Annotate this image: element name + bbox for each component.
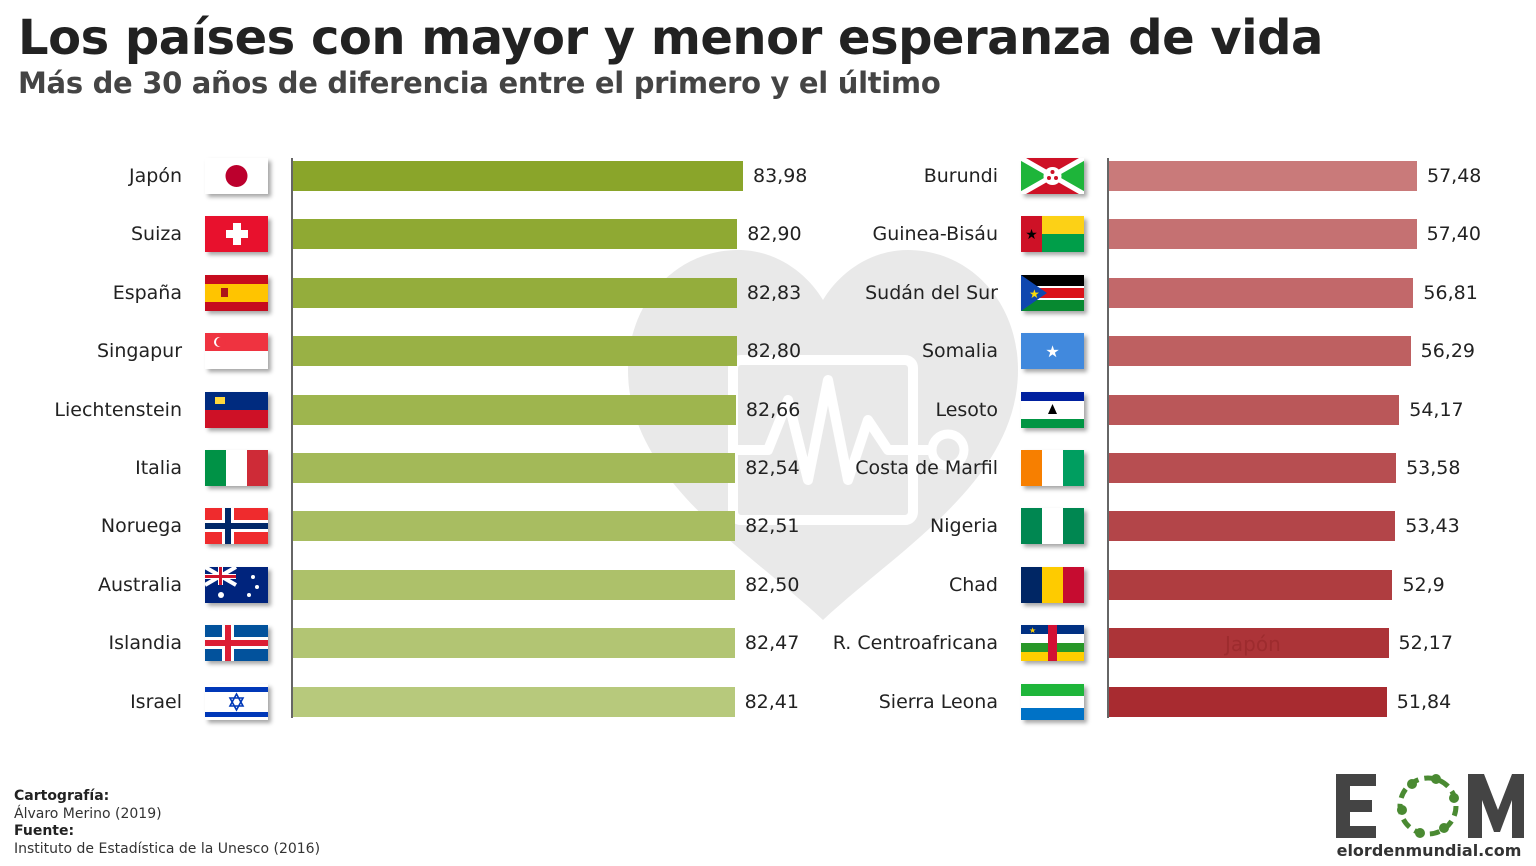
category-label-noruega: Noruega	[100, 515, 182, 538]
data-label-suiza: 82,90	[747, 223, 802, 246]
category-label-chad: Chad	[948, 573, 998, 596]
svg-text:★: ★	[1029, 626, 1036, 635]
left-axis-line	[291, 158, 293, 718]
bar-nigeria	[1109, 511, 1396, 542]
flag-r-centroafricana-icon: ★	[1021, 625, 1084, 662]
category-label-sierra-leona: Sierra Leona	[878, 690, 998, 713]
data-label-r-centroafricana: 52,17	[1398, 632, 1453, 655]
category-label-japon: Japón	[129, 165, 182, 187]
category-label-nigeria: Nigeria	[930, 515, 998, 538]
category-label-guinea-bisau: Guinea-Bisáu	[872, 223, 999, 246]
bar-somalia	[1109, 336, 1411, 367]
data-label-liechtenstein: 82,66	[745, 398, 801, 421]
category-label-suiza: Suiza	[131, 223, 182, 246]
bar-espana	[293, 277, 737, 308]
svg-text:★: ★	[1029, 287, 1040, 301]
data-label-japon: 83,98	[753, 165, 808, 187]
category-label-islandia: Islandia	[108, 632, 182, 655]
data-label-somalia: 56,29	[1420, 340, 1476, 363]
flag-suiza-icon	[205, 216, 268, 253]
bar-guinea-bisau	[1109, 219, 1417, 250]
flag-costa-de-marfil-icon	[1021, 450, 1084, 486]
flag-lesoto-icon	[1021, 391, 1084, 428]
data-label-costa-de-marfil: 53,58	[1406, 457, 1461, 479]
bar-lesoto	[1109, 394, 1400, 425]
bar-islandia	[293, 628, 735, 659]
chart-subtitle: Más de 30 años de diferencia entre el pr…	[18, 66, 941, 100]
flag-sierra-leona-icon	[1021, 683, 1084, 720]
flag-islandia-icon	[205, 625, 268, 662]
flag-espana-icon	[205, 274, 268, 311]
bar-r-centroafricana	[1109, 628, 1389, 659]
bar-singapur	[293, 336, 737, 367]
bar-sudan-del-sur	[1109, 277, 1414, 308]
credits: Cartografía: Álvaro Merino (2019) Fuente…	[14, 788, 320, 858]
bar-burundi	[1109, 161, 1417, 191]
data-label-lesoto: 54,17	[1409, 398, 1464, 421]
flag-chad-icon	[1021, 566, 1084, 603]
flag-noruega-icon	[205, 508, 268, 545]
right-axis-line	[1107, 158, 1109, 718]
bar-israel	[293, 686, 735, 717]
data-label-chad: 52,9	[1402, 573, 1445, 596]
flag-italia-icon	[205, 450, 268, 486]
category-label-sudan-del-sur: Sudán del Sur	[865, 281, 998, 304]
data-label-sudan-del-sur: 56,81	[1423, 281, 1478, 304]
category-label-somalia: Somalia	[921, 340, 998, 363]
category-label-r-centroafricana: R. Centroafricana	[832, 632, 998, 655]
cartography-label: Cartografía:	[14, 788, 110, 804]
chart-title: Los países con mayor y menor esperanza d…	[18, 10, 1323, 66]
data-label-burundi: 57,48	[1427, 165, 1482, 187]
data-label-singapur: 82,80	[746, 340, 802, 363]
bar-costa-de-marfil	[1109, 453, 1397, 483]
flag-guinea-bisau-icon: ★	[1021, 216, 1084, 253]
category-label-singapur: Singapur	[97, 340, 182, 363]
data-label-islandia: 82,47	[744, 632, 800, 655]
category-label-burundi: Burundi	[923, 165, 998, 187]
source-text: Instituto de Estadística de la Unesco (2…	[14, 840, 321, 857]
data-label-australia: 82,50	[745, 573, 800, 596]
category-label-australia: Australia	[97, 573, 182, 596]
data-label-nigeria: 53,43	[1405, 515, 1460, 538]
data-label-israel: 82,41	[744, 690, 799, 713]
flag-singapur-icon	[205, 333, 268, 370]
category-label-espana: España	[112, 281, 182, 304]
flag-burundi-icon	[1021, 158, 1084, 194]
source-label: Fuente:	[14, 823, 75, 839]
bar-japon	[293, 161, 743, 191]
flag-israel-icon	[205, 683, 268, 720]
eom-logo: elordenmundial.com	[1336, 774, 1524, 860]
flag-liechtenstein-icon	[205, 391, 268, 428]
category-label-italia: Italia	[135, 457, 182, 479]
data-label-noruega: 82,51	[745, 515, 800, 538]
bar-sierra-leona	[1109, 686, 1387, 717]
flag-somalia-icon: ★	[1021, 333, 1084, 370]
bar-australia	[293, 569, 736, 600]
category-label-costa-de-marfil: Costa de Marfil	[855, 457, 998, 479]
bar-liechtenstein	[293, 394, 736, 425]
bar-noruega	[293, 511, 736, 542]
data-label-italia: 82,54	[745, 457, 800, 479]
category-label-liechtenstein: Liechtenstein	[54, 398, 182, 421]
flag-sudan-del-sur-icon: ★	[1021, 274, 1084, 311]
flag-japon-icon	[205, 158, 268, 194]
bar-chad	[1109, 569, 1393, 600]
category-label-israel: Israel	[130, 690, 182, 713]
category-label-lesoto: Lesoto	[935, 398, 998, 421]
flag-nigeria-icon	[1021, 508, 1084, 545]
flag-australia-icon	[205, 566, 268, 603]
bar-italia	[293, 453, 736, 483]
data-label-espana: 82,83	[746, 281, 802, 304]
svg-text:★: ★	[1045, 342, 1059, 361]
data-label-sierra-leona: 51,84	[1396, 690, 1452, 713]
data-label-guinea-bisau: 57,40	[1426, 223, 1481, 246]
cartography-author: Álvaro Merino (2019)	[14, 805, 162, 822]
bar-suiza	[293, 219, 738, 250]
ghost-label: Japón	[1225, 632, 1281, 656]
svg-text:★: ★	[1025, 227, 1038, 243]
logo-url: elordenmundial.com	[1337, 841, 1522, 860]
